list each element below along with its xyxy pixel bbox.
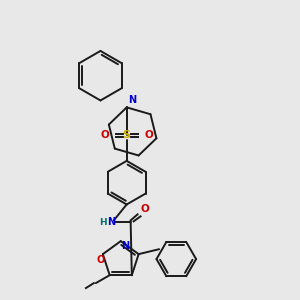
Text: O: O xyxy=(144,130,153,140)
Text: H: H xyxy=(99,218,107,227)
Text: N: N xyxy=(107,217,115,227)
Text: O: O xyxy=(97,255,105,265)
Text: O: O xyxy=(100,130,109,140)
Text: S: S xyxy=(123,130,131,140)
Text: N: N xyxy=(128,95,136,105)
Text: N: N xyxy=(121,241,129,251)
Text: O: O xyxy=(140,204,149,214)
